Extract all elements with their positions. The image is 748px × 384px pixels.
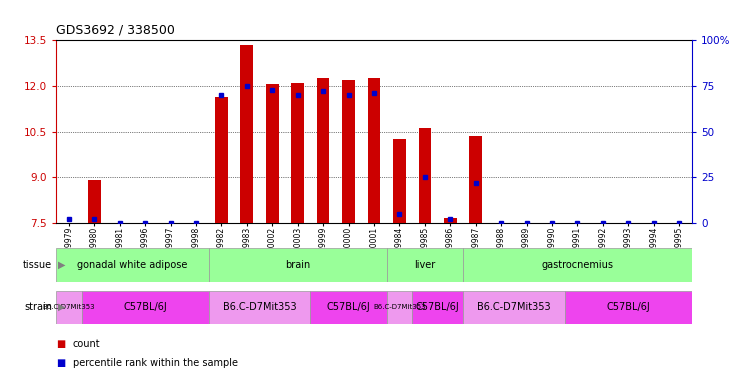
Bar <box>463 248 692 281</box>
Bar <box>240 45 253 223</box>
Text: strain: strain <box>25 302 52 312</box>
Text: liver: liver <box>414 260 435 270</box>
Bar <box>56 291 82 324</box>
Bar <box>393 139 405 223</box>
Bar <box>418 129 431 223</box>
Bar <box>565 291 692 324</box>
Bar <box>444 218 456 223</box>
Bar <box>387 291 412 324</box>
Bar <box>469 136 482 223</box>
Bar <box>88 180 100 223</box>
Text: GDS3692 / 338500: GDS3692 / 338500 <box>56 23 175 36</box>
Bar <box>316 78 329 223</box>
Text: ▶: ▶ <box>58 302 65 312</box>
Bar <box>266 84 278 223</box>
Bar <box>387 248 463 281</box>
Text: gonadal white adipose: gonadal white adipose <box>77 260 188 270</box>
Text: count: count <box>73 339 100 349</box>
Text: gastrocnemius: gastrocnemius <box>542 260 613 270</box>
Bar <box>82 291 209 324</box>
Text: ▶: ▶ <box>58 260 65 270</box>
Text: B6.C-D7Mit353: B6.C-D7Mit353 <box>43 304 95 310</box>
Text: brain: brain <box>285 260 310 270</box>
Bar <box>412 291 463 324</box>
Bar <box>310 291 387 324</box>
Bar <box>367 78 380 223</box>
Text: C57BL/6J: C57BL/6J <box>607 302 650 312</box>
Text: C57BL/6J: C57BL/6J <box>327 302 370 312</box>
Text: C57BL/6J: C57BL/6J <box>123 302 167 312</box>
Bar <box>463 291 565 324</box>
Text: tissue: tissue <box>23 260 52 270</box>
Bar <box>291 83 304 223</box>
Text: B6.C-D7Mit353: B6.C-D7Mit353 <box>223 302 296 312</box>
Bar <box>209 291 310 324</box>
Text: percentile rank within the sample: percentile rank within the sample <box>73 358 238 368</box>
Bar <box>56 248 209 281</box>
Text: ■: ■ <box>56 358 65 368</box>
Text: B6.C-D7Mit353: B6.C-D7Mit353 <box>373 304 426 310</box>
Text: C57BL/6J: C57BL/6J <box>416 302 459 312</box>
Bar <box>342 80 355 223</box>
Text: ■: ■ <box>56 339 65 349</box>
Bar <box>209 248 387 281</box>
Text: B6.C-D7Mit353: B6.C-D7Mit353 <box>477 302 551 312</box>
Bar <box>215 96 227 223</box>
